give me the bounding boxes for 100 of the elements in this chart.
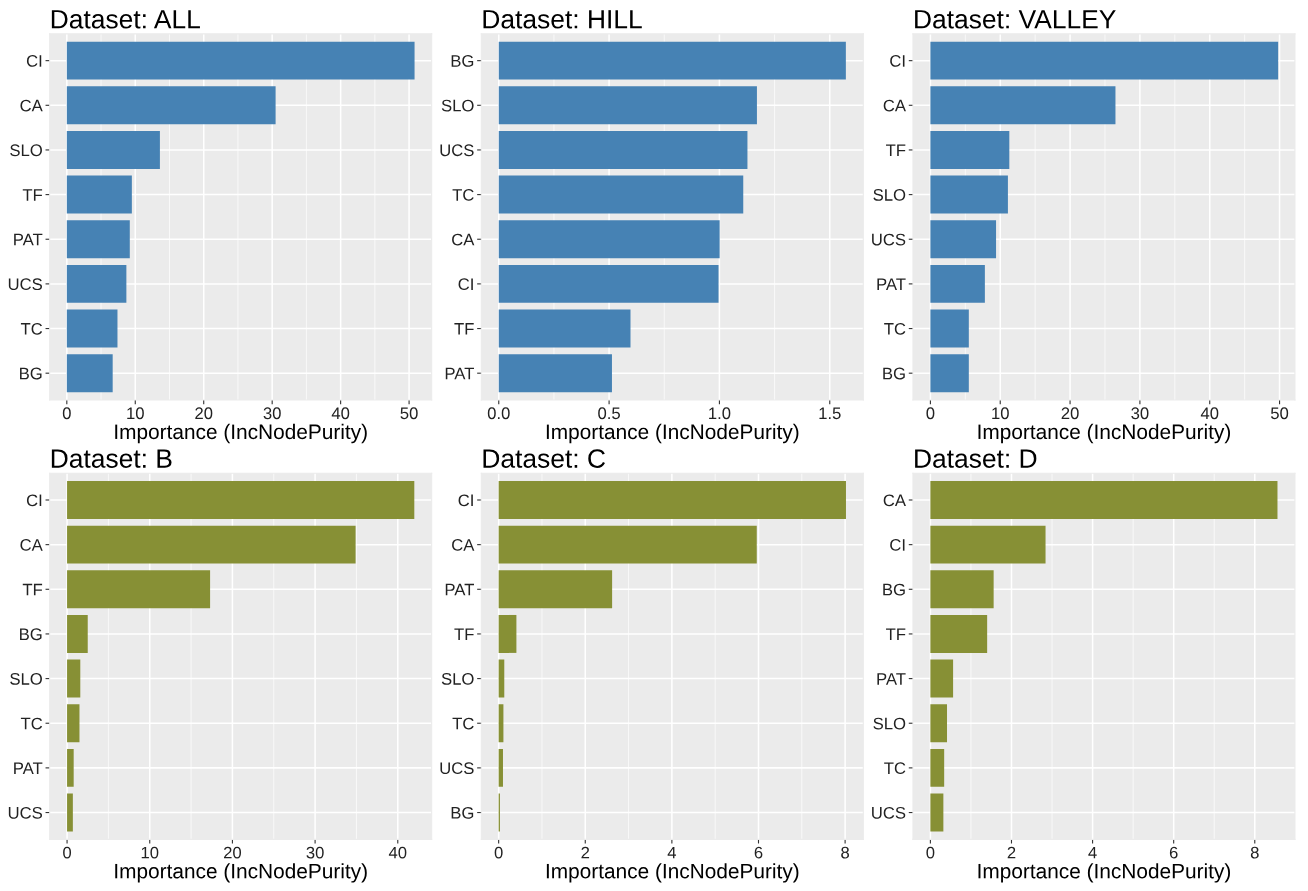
bar: [930, 659, 954, 698]
y-tick-label: UCS: [440, 762, 474, 775]
y-tick-label: PAT: [445, 583, 474, 596]
bar: [930, 481, 1278, 519]
x-axis-title: Importance (IncNodePurity): [978, 423, 1231, 444]
bar: [67, 570, 211, 609]
y-tick-label: UCS: [8, 806, 42, 819]
y-tick-label: SLO: [10, 672, 42, 685]
x-tick-label: 10: [141, 846, 159, 859]
y-tick-label: BG: [20, 628, 42, 641]
bar: [67, 659, 81, 698]
bar: [66, 41, 415, 80]
y-tick-label: TC: [20, 322, 43, 335]
bar: [930, 309, 969, 348]
y-tick-label: BG: [883, 583, 905, 596]
bar: [498, 525, 757, 564]
y-tick-label: UCS: [8, 278, 42, 291]
x-axis-title: Importance (IncNodePurity): [546, 423, 799, 444]
bar: [930, 570, 994, 609]
chart-title: Dataset: ALL: [51, 10, 200, 29]
bar: [930, 525, 1046, 564]
x-tick-label: 0: [62, 407, 71, 420]
y-tick-label: TF: [886, 628, 906, 640]
bar: [67, 704, 80, 743]
bar: [498, 41, 846, 80]
y-tick-label: TC: [452, 717, 474, 730]
x-tick-label: 40: [388, 846, 407, 859]
x-tick-label: 10: [127, 407, 144, 420]
bar: [498, 309, 631, 348]
x-tick-label: 20: [223, 846, 242, 859]
bar: [930, 41, 1279, 80]
x-axis-title: Importance (IncNodePurity): [546, 863, 799, 883]
y-tick-label: TF: [454, 628, 474, 640]
y-tick-label: CI: [890, 55, 905, 67]
bar: [498, 220, 720, 259]
y-tick-label: CA: [452, 233, 475, 246]
y-tick-label: TF: [886, 144, 906, 156]
x-tick-label: 4: [667, 846, 677, 859]
x-tick-label: 2: [581, 846, 590, 859]
y-tick-label: BG: [20, 367, 42, 380]
bar: [66, 130, 160, 169]
bar: [66, 309, 118, 348]
bar: [67, 481, 415, 519]
bar: [930, 614, 988, 653]
x-tick-label: 0: [63, 846, 72, 859]
y-tick-label: UCS: [872, 806, 906, 819]
y-tick-label: UCS: [872, 233, 906, 246]
x-tick-label: 50: [1270, 407, 1289, 420]
x-tick-label: 0.0: [487, 407, 510, 420]
bar: [930, 220, 997, 259]
chart-title: Dataset: C: [483, 449, 605, 468]
x-axis-title: Importance (IncNodePurity): [115, 863, 367, 883]
bar: [498, 175, 744, 214]
bar: [498, 264, 719, 303]
y-tick-label: CI: [26, 494, 42, 507]
y-tick-label: TF: [454, 323, 474, 335]
y-tick-label: SLO: [441, 672, 474, 685]
x-tick-label: 20: [195, 407, 213, 420]
bar: [498, 570, 613, 609]
y-tick-label: PAT: [14, 762, 43, 774]
bar: [66, 264, 127, 303]
bar: [66, 175, 132, 214]
x-tick-label: 6: [1169, 846, 1178, 859]
y-tick-label: TC: [884, 762, 906, 775]
bar: [498, 354, 612, 393]
y-tick-label: PAT: [445, 367, 474, 380]
bar: [67, 614, 88, 653]
y-tick-label: CA: [20, 539, 43, 551]
bar: [498, 86, 757, 125]
x-tick-label: 50: [400, 407, 418, 420]
bar: [66, 354, 113, 393]
y-tick-label: PAT: [14, 233, 43, 246]
x-tick-label: 0: [494, 846, 503, 859]
y-tick-label: SLO: [873, 188, 906, 201]
bar: [66, 86, 276, 125]
x-tick-label: 4: [1088, 846, 1097, 859]
x-tick-label: 1.0: [709, 407, 731, 420]
bar: [498, 748, 503, 787]
chart-title: Dataset: D: [915, 449, 1037, 468]
y-tick-label: TC: [20, 717, 43, 730]
y-tick-label: SLO: [873, 717, 906, 730]
bar: [66, 220, 130, 259]
bar: [498, 481, 846, 519]
x-tick-label: 0: [926, 407, 935, 420]
x-tick-label: 8: [841, 846, 850, 859]
x-tick-label: 10: [992, 407, 1009, 420]
bar: [498, 130, 748, 169]
y-tick-label: CI: [458, 278, 473, 291]
x-tick-label: 30: [263, 407, 281, 420]
y-tick-label: BG: [451, 806, 474, 819]
y-tick-label: BG: [883, 367, 905, 380]
y-tick-label: CA: [883, 494, 906, 507]
x-tick-label: 30: [1131, 407, 1149, 420]
y-tick-label: CA: [883, 99, 906, 112]
y-tick-label: TC: [884, 322, 906, 335]
bar: [67, 793, 73, 832]
x-axis-title: Importance (IncNodePurity): [978, 863, 1231, 883]
bar: [930, 264, 985, 303]
y-tick-label: TF: [22, 189, 43, 201]
chart-title: Dataset: VALLEY: [915, 10, 1116, 29]
